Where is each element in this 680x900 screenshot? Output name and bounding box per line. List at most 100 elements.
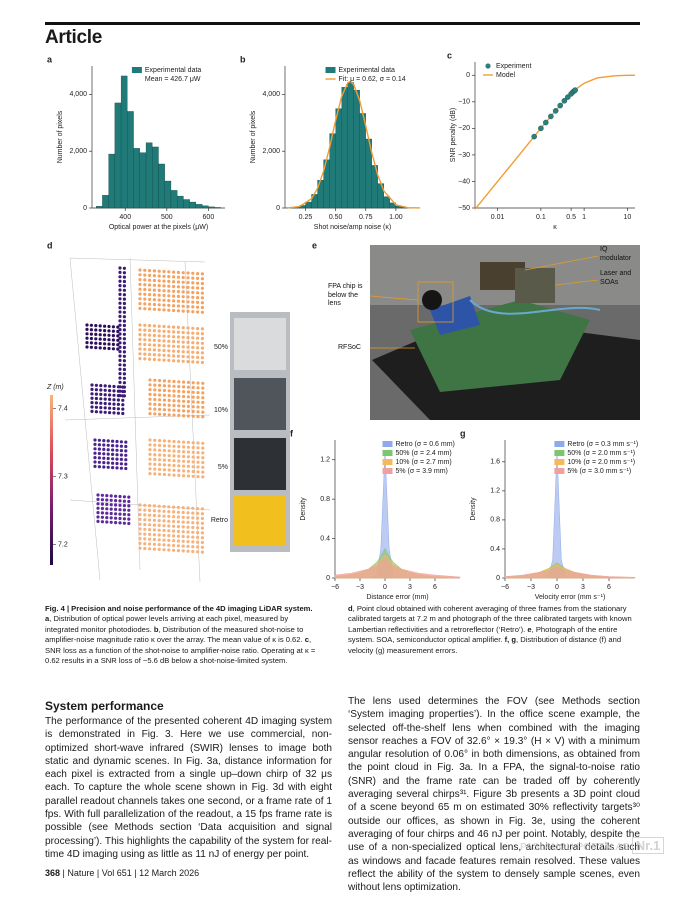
cloud-point: [152, 333, 156, 338]
cloud-point: [181, 510, 185, 515]
cloud-point: [162, 412, 166, 417]
cloud-point: [167, 408, 171, 412]
cloud-point: [181, 299, 185, 304]
cloud-point: [119, 440, 123, 444]
histogram-bar: [127, 111, 134, 209]
colorbar: [50, 395, 53, 565]
cloud-point: [138, 273, 142, 277]
cloud-point: [138, 278, 142, 282]
cloud-point: [122, 363, 126, 367]
legend-swatch: [382, 450, 393, 456]
cloud-point: [196, 550, 200, 554]
cloud-point: [167, 538, 171, 543]
cloud-point: [177, 469, 181, 473]
cloud-point: [186, 404, 190, 408]
cloud-point: [152, 343, 156, 347]
cloud-point: [196, 346, 200, 350]
cloud-point: [181, 515, 185, 519]
histogram-bar: [353, 89, 360, 209]
cloud-point: [172, 403, 176, 408]
panel-letter: b: [240, 54, 246, 64]
cloud-point: [152, 298, 156, 302]
cloud-point: [200, 540, 204, 545]
cloud-point: [176, 309, 180, 313]
cloud-point: [176, 534, 180, 538]
cloud-point: [200, 277, 204, 281]
cloud-point: [191, 360, 195, 364]
cloud-point: [97, 456, 101, 460]
cloud-point: [122, 310, 126, 314]
cloud-point: [158, 383, 162, 387]
target-label: 5%: [218, 464, 228, 471]
cloud-point: [182, 394, 186, 399]
cloud-point: [112, 393, 116, 397]
cloud-point: [118, 297, 122, 301]
histogram-bar: [120, 75, 128, 209]
cloud-point: [152, 509, 156, 513]
cloud-point: [122, 315, 126, 319]
cloud-point: [152, 518, 156, 522]
cloud-point: [94, 383, 98, 387]
lens: [422, 290, 442, 310]
cloud-point: [172, 325, 176, 329]
cloud-point: [109, 507, 113, 511]
cloud-point: [191, 385, 195, 390]
cloud-point: [177, 445, 181, 449]
cloud-point: [176, 340, 180, 344]
cloud-point: [162, 279, 166, 283]
histogram-bar: [335, 108, 342, 209]
cloud-point: [90, 396, 94, 400]
y-tick-label: 4,000: [69, 91, 87, 98]
cloud-point: [148, 467, 152, 471]
cloud-point: [118, 336, 122, 340]
journal: Nature: [67, 868, 95, 878]
cloud-point: [182, 445, 186, 449]
cloud-point: [157, 504, 161, 508]
cloud-point: [93, 447, 97, 451]
y-tick-label: −30: [458, 152, 470, 159]
histogram-bar: [189, 201, 197, 209]
cloud-point: [172, 284, 176, 289]
cloud-point: [186, 409, 190, 413]
cloud-point: [186, 390, 190, 394]
cloud-point: [118, 319, 122, 323]
cloud-point: [196, 305, 200, 309]
y-tick-label: 0: [496, 575, 500, 582]
x-tick-label: 600: [203, 214, 215, 221]
cloud-point: [176, 270, 180, 274]
cloud-point: [172, 463, 176, 468]
x-tick-label: 400: [119, 214, 131, 221]
y-tick-label: 0.4: [490, 546, 500, 553]
cloud-point: [191, 326, 195, 330]
cloud-point: [153, 383, 157, 387]
cloud-point: [158, 443, 162, 447]
x-tick-label: 3: [408, 584, 412, 591]
cloud-point: [162, 344, 166, 348]
cloud-point: [191, 465, 195, 469]
cloud-point: [162, 353, 166, 357]
cloud-point: [167, 439, 171, 443]
legend-label: Experimental data: [145, 67, 202, 74]
cloud-point: [172, 308, 176, 313]
cloud-point: [177, 440, 181, 444]
cloud-point: [143, 527, 147, 531]
cloud-point: [201, 465, 205, 469]
cloud-point: [143, 342, 147, 347]
cloud-point: [196, 511, 200, 515]
cloud-point: [122, 337, 126, 341]
panel-letter: a: [47, 54, 53, 64]
cloud-point: [94, 405, 98, 409]
cloud-point: [191, 331, 195, 335]
cloud-point: [118, 354, 122, 358]
cloud-point: [186, 309, 190, 313]
cloud-point: [90, 383, 94, 387]
cloud-point: [85, 341, 89, 345]
cloud-point: [162, 468, 166, 472]
cloud-point: [182, 440, 186, 444]
cloud-point: [153, 393, 157, 397]
cloud-point: [118, 516, 122, 521]
x-tick-label: 0.1: [536, 214, 546, 221]
cloud-point: [176, 525, 180, 529]
cloud-point: [186, 544, 190, 549]
cloud-point: [167, 330, 171, 334]
